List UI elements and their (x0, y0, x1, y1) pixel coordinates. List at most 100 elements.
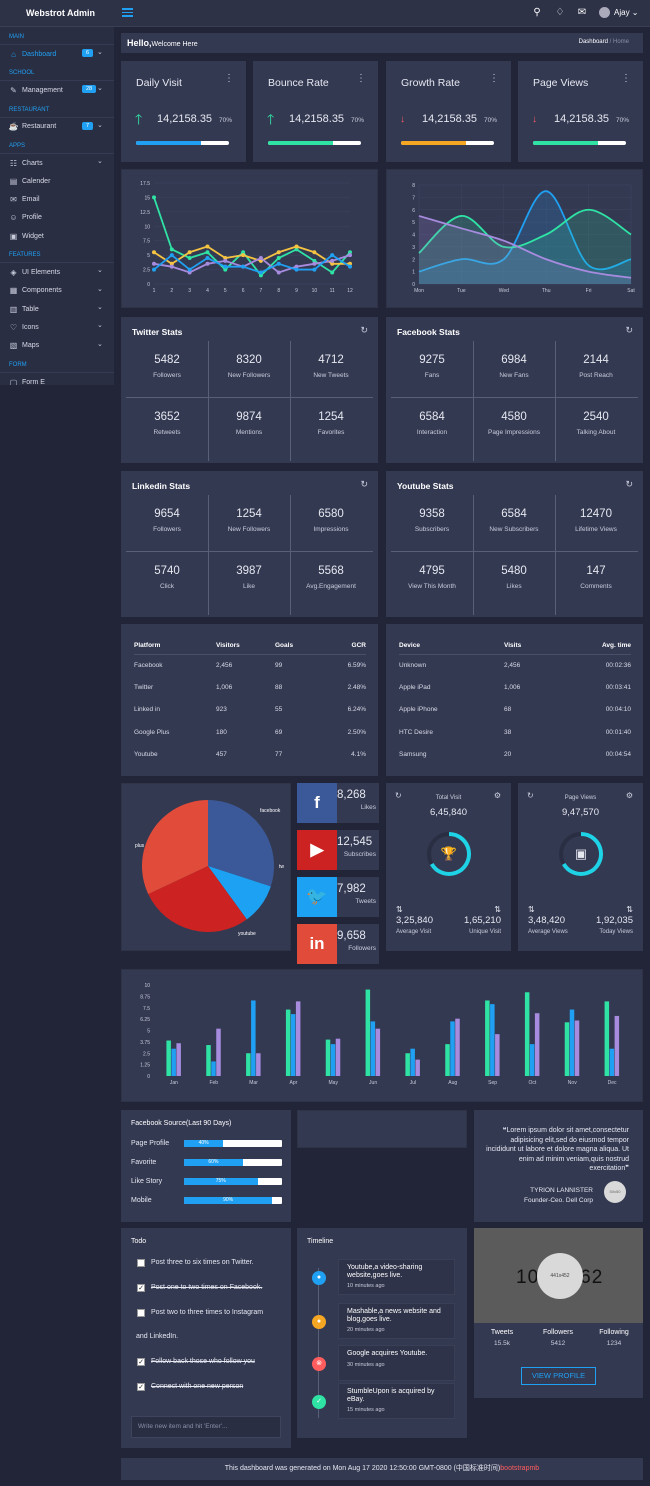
refresh-icon[interactable]: ↻ (360, 325, 368, 335)
sidebar-item-icons[interactable]: ♡ Icons ⌄ (0, 318, 114, 336)
sidebar-item-form-e[interactable]: ▢ Form E (0, 373, 114, 386)
y-tick-label: 2 (412, 257, 415, 263)
management-icon: ✎ (10, 85, 17, 95)
todo-checkbox[interactable] (137, 1259, 145, 1267)
refresh-icon[interactable]: ↻ (527, 791, 534, 800)
sidebar-item-ui-elements[interactable]: ◈ UI Elements ⌄ (0, 263, 114, 281)
more-options-icon[interactable]: ⋮ (489, 73, 499, 84)
profile-stat: Followers 5412 (530, 1329, 586, 1347)
stat-cell: 12470 Lifetime Views (555, 508, 637, 533)
sidebar-item-email[interactable]: ✉ Email (0, 190, 114, 208)
bar (206, 1045, 211, 1076)
y-tick-label: 8 (412, 183, 415, 189)
source-label: Like Story (131, 1178, 163, 1185)
twitter-icon[interactable]: 🐦 (297, 877, 337, 917)
gauge-value: 9,47,570 (562, 807, 599, 818)
breadcrumb-home[interactable]: Home (612, 39, 629, 45)
data-point (258, 256, 263, 261)
stat-cell: 9275 Fans (391, 354, 473, 379)
menu-toggle-icon[interactable] (122, 8, 133, 17)
sidebar-item-restaurant[interactable]: ☕ Restaurant 7 ⌄ (0, 118, 114, 136)
stat-percent: 70% (350, 117, 364, 124)
bar-chart-card: 0 1.25 2.5 3.75 5 6.25 7.5 8.75 10 Jan Feb Mar Apr Ma… (121, 969, 643, 1102)
quote-author: TYRION LANNISTER Founder-Ceo. Dell Corp (523, 1187, 593, 1204)
footer-brand-link[interactable]: bootstrapmb (500, 1465, 540, 1472)
linkedin-icon[interactable]: in (297, 924, 337, 964)
stat-label: Subscribers (414, 526, 450, 533)
view-profile-button[interactable]: VIEW PROFILE (521, 1367, 596, 1385)
timeline-dot-icon: ● (312, 1315, 326, 1329)
refresh-icon[interactable]: ↻ (625, 479, 633, 489)
refresh-icon[interactable]: ↻ (625, 325, 633, 335)
brand-title[interactable]: Webstrot Admin (26, 8, 95, 18)
stat-value: 5480 (501, 565, 527, 577)
gauge-title: Page Views (564, 795, 597, 801)
more-options-icon[interactable]: ⋮ (224, 73, 234, 84)
todo-checkbox[interactable]: ✓ (137, 1383, 145, 1391)
search-icon[interactable]: ⚲ (533, 7, 541, 18)
table-icon: ▥ (9, 304, 18, 314)
stat-value: 4712 (318, 354, 344, 366)
profile-avatar: 441x452 (537, 1253, 583, 1299)
data-point (276, 256, 281, 261)
area-chart: 0 1 2 3 4 5 6 7 8 Mon Tue Wed Thu Fri Sat (412, 183, 635, 294)
footer: This dashboard was generated on Mon Aug … (121, 1458, 643, 1480)
todo-checkbox[interactable]: ✓ (137, 1358, 145, 1366)
y-tick-label: 2.5 (143, 1051, 150, 1057)
sidebar-badge: 28 (82, 85, 97, 94)
mail-icon[interactable]: ✉ (577, 7, 587, 18)
data-point (187, 270, 192, 275)
stat-value: 9654 (154, 508, 180, 520)
sidebar-item-maps[interactable]: ▧ Maps ⌄ (0, 337, 114, 355)
gear-icon[interactable]: ⚙ (625, 791, 633, 800)
table-cell: Apple iPhone (399, 706, 438, 714)
stat-title: Daily Visit (136, 77, 182, 89)
data-point (312, 250, 317, 255)
breadcrumb-dashboard[interactable]: Dashboard (578, 39, 608, 45)
sidebar-item-components[interactable]: ▦ Components ⌄ (0, 282, 114, 300)
sidebar-item-calender[interactable]: ▤ Calender (0, 172, 114, 190)
stat-cell: 2144 Post Reach (555, 354, 637, 379)
stat-progress-bar (268, 141, 361, 145)
data-point (276, 261, 281, 266)
sidebar-item-profile[interactable]: ☺ Profile (0, 209, 114, 227)
bell-icon[interactable]: ♢ (555, 7, 565, 18)
gear-icon[interactable]: ⚙ (493, 791, 501, 800)
youtube-icon[interactable]: ▶ (297, 830, 337, 870)
table-cell: 180 (216, 728, 227, 736)
swap-icon: ⇅ (396, 905, 403, 914)
sidebar-item-management[interactable]: ✎ Management 28 ⌄ (0, 81, 114, 99)
user-menu[interactable]: Ajay ⌄ (614, 8, 639, 17)
social-counter: 🐦 7,982 Tweets (297, 877, 379, 917)
sidebar-item-charts[interactable]: ☷ Charts ⌄ (0, 154, 114, 172)
social-counter: in 9,658 Followers (297, 924, 379, 964)
swap-icon: ⇅ (494, 905, 501, 914)
stat-title: Bounce Rate (268, 77, 329, 89)
avatar[interactable] (599, 7, 610, 18)
data-point (294, 267, 299, 272)
avatar: 50x50 (604, 1181, 626, 1203)
todo-checkbox[interactable] (137, 1309, 145, 1317)
source-label: Mobile (131, 1197, 152, 1204)
progress-fill (268, 141, 334, 145)
more-options-icon[interactable]: ⋮ (356, 73, 366, 84)
chevron-down-icon: ⌄ (97, 285, 103, 293)
gauge-left-stat: ⇅ 3,25,840 Average Visit (396, 905, 433, 935)
chevron-down-icon: ⌄ (97, 157, 103, 165)
more-options-icon[interactable]: ⋮ (621, 73, 631, 84)
sidebar-item-widget[interactable]: ▣ Widget (0, 227, 114, 245)
facebook-icon[interactable]: f (297, 783, 337, 823)
y-tick-label: 1 (412, 270, 415, 276)
refresh-icon[interactable]: ↻ (360, 479, 368, 489)
x-tick-label: 9 (295, 288, 298, 294)
sidebar-item-dashboard[interactable]: ⌂ Dashboard 6 ⌄ (0, 45, 114, 63)
todo-input[interactable]: Write new item and hit 'Enter'... (131, 1416, 281, 1438)
refresh-icon[interactable]: ↻ (395, 791, 402, 800)
sidebar-item-table[interactable]: ▥ Table ⌄ (0, 300, 114, 318)
data-point (241, 250, 246, 255)
profile-stat-value: 15.5k (494, 1340, 510, 1347)
social-count: 7,982 Tweets (337, 877, 379, 917)
todo-checkbox[interactable]: ✓ (137, 1284, 145, 1292)
banner-text: 10 62 (516, 1267, 604, 1288)
bar (335, 1038, 341, 1076)
